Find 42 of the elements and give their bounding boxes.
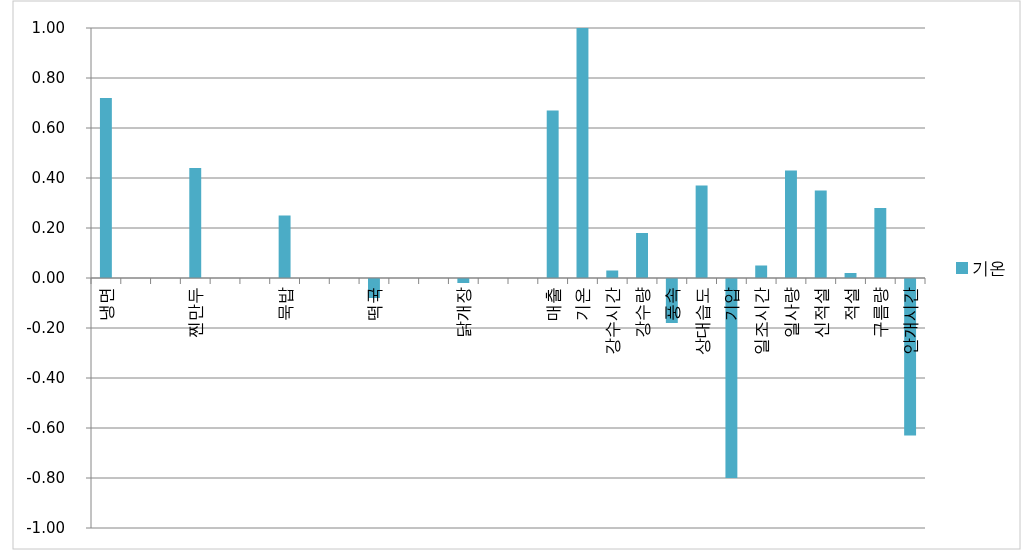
x-tick-label: 일사량 <box>780 287 801 338</box>
y-tick-label: 1.00 <box>31 19 65 37</box>
y-tick-label: -0.80 <box>26 469 65 487</box>
x-tick-label: 상대습도 <box>691 287 712 355</box>
bar <box>278 215 291 278</box>
bar <box>189 168 202 278</box>
bar <box>725 278 738 478</box>
x-tick-label: 강수시간 <box>602 287 623 355</box>
bar <box>546 110 559 278</box>
bar <box>814 190 827 278</box>
legend-label: 기온 <box>972 258 1006 278</box>
x-tick-label: 적설 <box>840 287 861 321</box>
y-tick-label: 0.60 <box>31 119 65 137</box>
y-tick-label: -0.20 <box>26 319 65 337</box>
x-tick-label: 풍속 <box>661 287 682 321</box>
x-tick-label: 강수량 <box>632 287 653 338</box>
y-tick-label: 0.40 <box>31 169 65 187</box>
x-tick-label: 묵밥 <box>274 287 295 321</box>
x-tick-label: 안개시간 <box>900 287 921 355</box>
x-tick-label: 기온 <box>572 287 593 321</box>
bar <box>695 185 708 278</box>
x-tick-label: 찐만두 <box>185 287 206 338</box>
x-tick-label: 매출 <box>542 287 563 321</box>
y-tick-label: 0.20 <box>31 219 65 237</box>
x-tick-label: 일조시간 <box>751 287 772 355</box>
x-tick-label: 떡국 <box>363 287 384 321</box>
x-tick-label: 냉면 <box>95 287 116 321</box>
y-tick-label: 0.00 <box>31 269 65 287</box>
y-tick-label: -1.00 <box>26 519 65 537</box>
legend: 기온 <box>956 258 1006 278</box>
x-tick-label: 기압 <box>721 287 742 321</box>
bar <box>576 28 589 278</box>
x-tick-label: 구름량 <box>870 287 891 338</box>
x-tick-label: 신적설 <box>810 287 831 338</box>
y-tick-label: -0.40 <box>26 369 65 387</box>
y-tick-label: 0.80 <box>31 69 65 87</box>
x-tick-label: 닭개장 <box>453 287 474 338</box>
bar <box>874 208 887 278</box>
bar <box>636 233 648 278</box>
y-tick-label: -0.60 <box>26 419 65 437</box>
bar <box>785 170 797 278</box>
bar <box>99 98 112 278</box>
